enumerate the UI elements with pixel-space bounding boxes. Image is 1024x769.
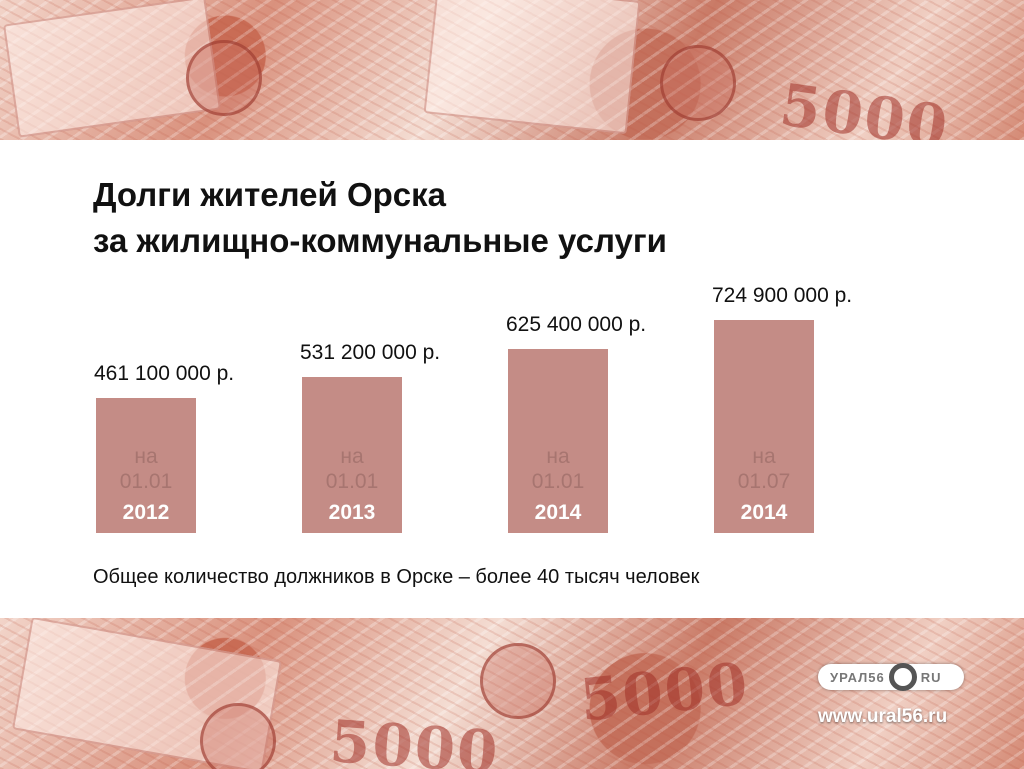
chart-title: Долги жителей Орска за жилищно-коммуналь… (93, 172, 667, 264)
bar-category-label: на 01.07 2014 (714, 444, 814, 525)
bar-category-label: на 01.01 2012 (96, 444, 196, 525)
banknote-5000-decoration: 5000 (776, 70, 954, 140)
emblem-seal-icon (660, 45, 736, 121)
category-year: 2014 (740, 501, 788, 524)
bar-1: на 01.01 2013 (302, 377, 402, 533)
banknote-5000-decoration: 5000 (576, 649, 753, 735)
chart-title-line-1: Долги жителей Орска (93, 176, 446, 213)
banknote-background-bottom: 5000 5000 (0, 618, 1024, 769)
category-year: 2012 (122, 501, 170, 524)
banknote-background-top: 5000 (0, 0, 1024, 140)
bar-value-label: 531 200 000 р. (300, 341, 441, 364)
logo-ring-icon (888, 663, 917, 691)
logo-text-right: RU (920, 669, 942, 685)
category-date: 01.01 (119, 470, 173, 493)
banknote-decoration (423, 0, 641, 135)
category-na: на (340, 445, 364, 468)
emblem-seal-icon (480, 643, 556, 719)
ural56-logo: УРАЛ56 RU (818, 663, 964, 691)
bar-2: на 01.01 2014 (508, 349, 608, 533)
category-na: на (546, 445, 570, 468)
bar-value-label: 625 400 000 р. (506, 313, 647, 336)
chart-title-line-2: за жилищно-коммунальные услуги (93, 222, 667, 259)
category-date: 01.07 (737, 470, 791, 493)
emblem-seal-icon (186, 40, 262, 116)
footnote: Общее количество должников в Орске – бол… (93, 566, 700, 588)
site-url: www.ural56.ru (818, 706, 948, 727)
category-year: 2013 (328, 501, 376, 524)
bar-3: на 01.07 2014 (714, 320, 814, 533)
bar-value-label: 724 900 000 р. (712, 284, 853, 307)
category-date: 01.01 (531, 470, 585, 493)
category-date: 01.01 (325, 470, 379, 493)
emblem-seal-icon (200, 703, 276, 769)
bar-0: на 01.01 2012 (96, 398, 196, 533)
bar-value-label: 461 100 000 р. (94, 362, 235, 385)
bar-category-label: на 01.01 2013 (302, 444, 402, 525)
category-na: на (752, 445, 776, 468)
category-year: 2014 (534, 501, 582, 524)
bar-category-label: на 01.01 2014 (508, 444, 608, 525)
logo-text-left: УРАЛ56 (830, 669, 885, 685)
banknote-5000-decoration: 5000 (327, 707, 502, 769)
category-na: на (134, 445, 158, 468)
